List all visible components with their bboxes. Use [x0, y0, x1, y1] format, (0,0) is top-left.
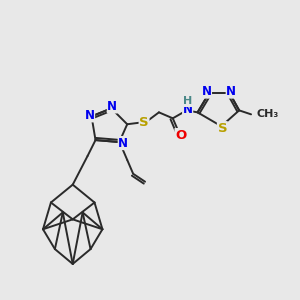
Text: H: H	[183, 97, 192, 106]
Text: N: N	[118, 136, 128, 150]
Text: N: N	[107, 100, 117, 113]
Text: N: N	[183, 103, 193, 116]
Text: N: N	[202, 85, 212, 98]
Text: CH₃: CH₃	[256, 109, 278, 119]
Text: N: N	[85, 109, 94, 122]
Text: S: S	[139, 116, 149, 129]
Text: N: N	[226, 85, 236, 98]
Text: S: S	[218, 122, 227, 135]
Text: O: O	[175, 129, 186, 142]
